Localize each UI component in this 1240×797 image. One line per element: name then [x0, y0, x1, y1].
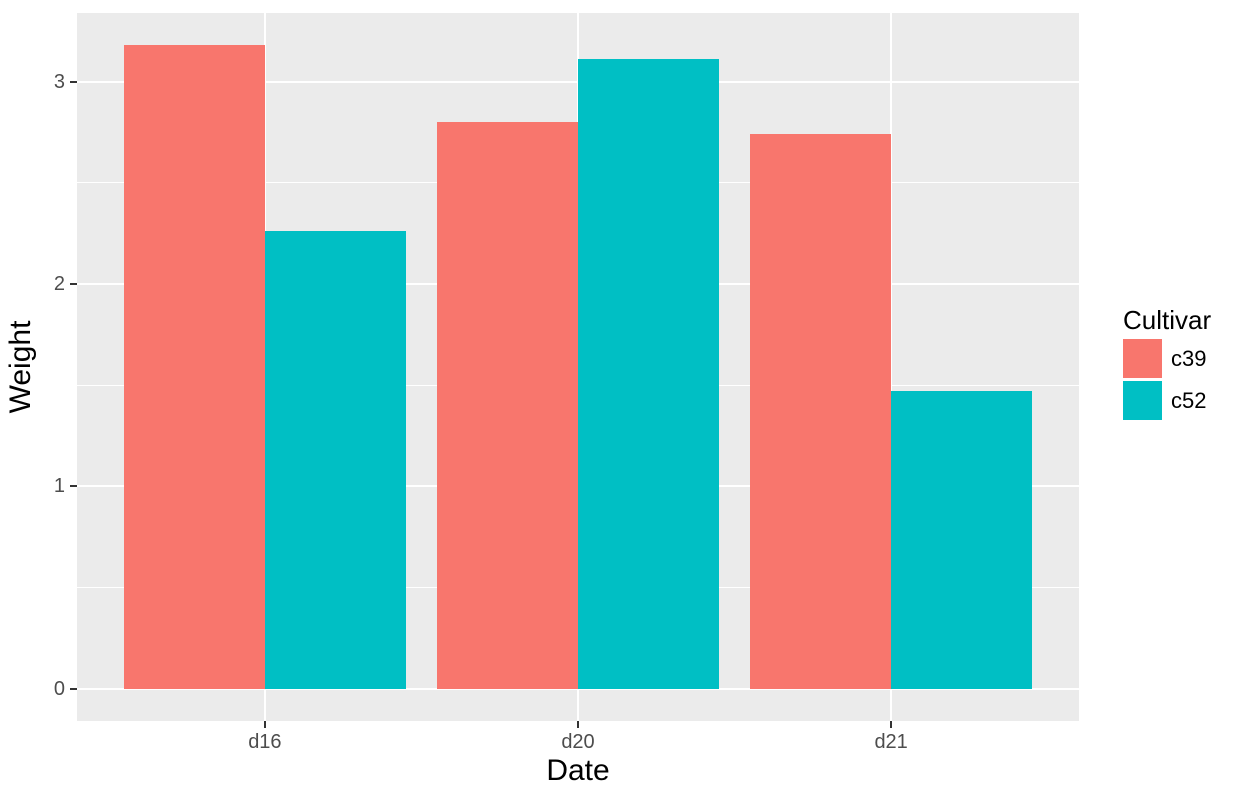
legend-entry-c52: c52	[1123, 381, 1211, 420]
legend-entries: c39 c52	[1123, 339, 1211, 420]
bar-c52-d20	[578, 59, 719, 689]
gridline-major-x-d21	[890, 13, 893, 721]
legend-title: Cultivar	[1123, 305, 1212, 335]
legend-entry-c39: c39	[1123, 339, 1211, 378]
y-tick-1	[70, 485, 77, 488]
legend-label-c39: c39	[1171, 345, 1207, 371]
y-axis-title: Weight	[4, 320, 37, 414]
x-tick-d16	[263, 721, 266, 728]
y-tick-3	[70, 80, 77, 83]
x-tick-label-d21: d21	[874, 731, 908, 753]
bar-c52-d16	[264, 231, 406, 689]
y-tick-2	[70, 283, 77, 285]
bar-c39-d16	[123, 45, 265, 689]
y-tick-0	[70, 687, 77, 690]
legend-label-c52: c52	[1171, 387, 1207, 413]
bar-c39-d21	[750, 134, 892, 689]
bar-c39-d20	[437, 122, 578, 689]
legend-swatch-c52	[1123, 381, 1162, 420]
x-tick-d20	[577, 721, 579, 728]
y-tick-label-0: 0	[53, 677, 65, 700]
x-axis-title: Date	[546, 754, 610, 787]
y-tick-label-2: 2	[53, 273, 65, 295]
bar-c52-d21	[891, 391, 1033, 689]
legend: Cultivar c39 c52	[1123, 305, 1211, 423]
x-tick-label-d16: d16	[248, 731, 282, 753]
y-tick-label-1: 1	[53, 475, 65, 498]
y-tick-label-3: 3	[53, 70, 65, 93]
x-tick-label-d20: d20	[561, 731, 595, 753]
x-tick-d21	[890, 721, 893, 728]
plot-panel	[77, 13, 1079, 721]
legend-swatch-c39	[1123, 339, 1162, 378]
